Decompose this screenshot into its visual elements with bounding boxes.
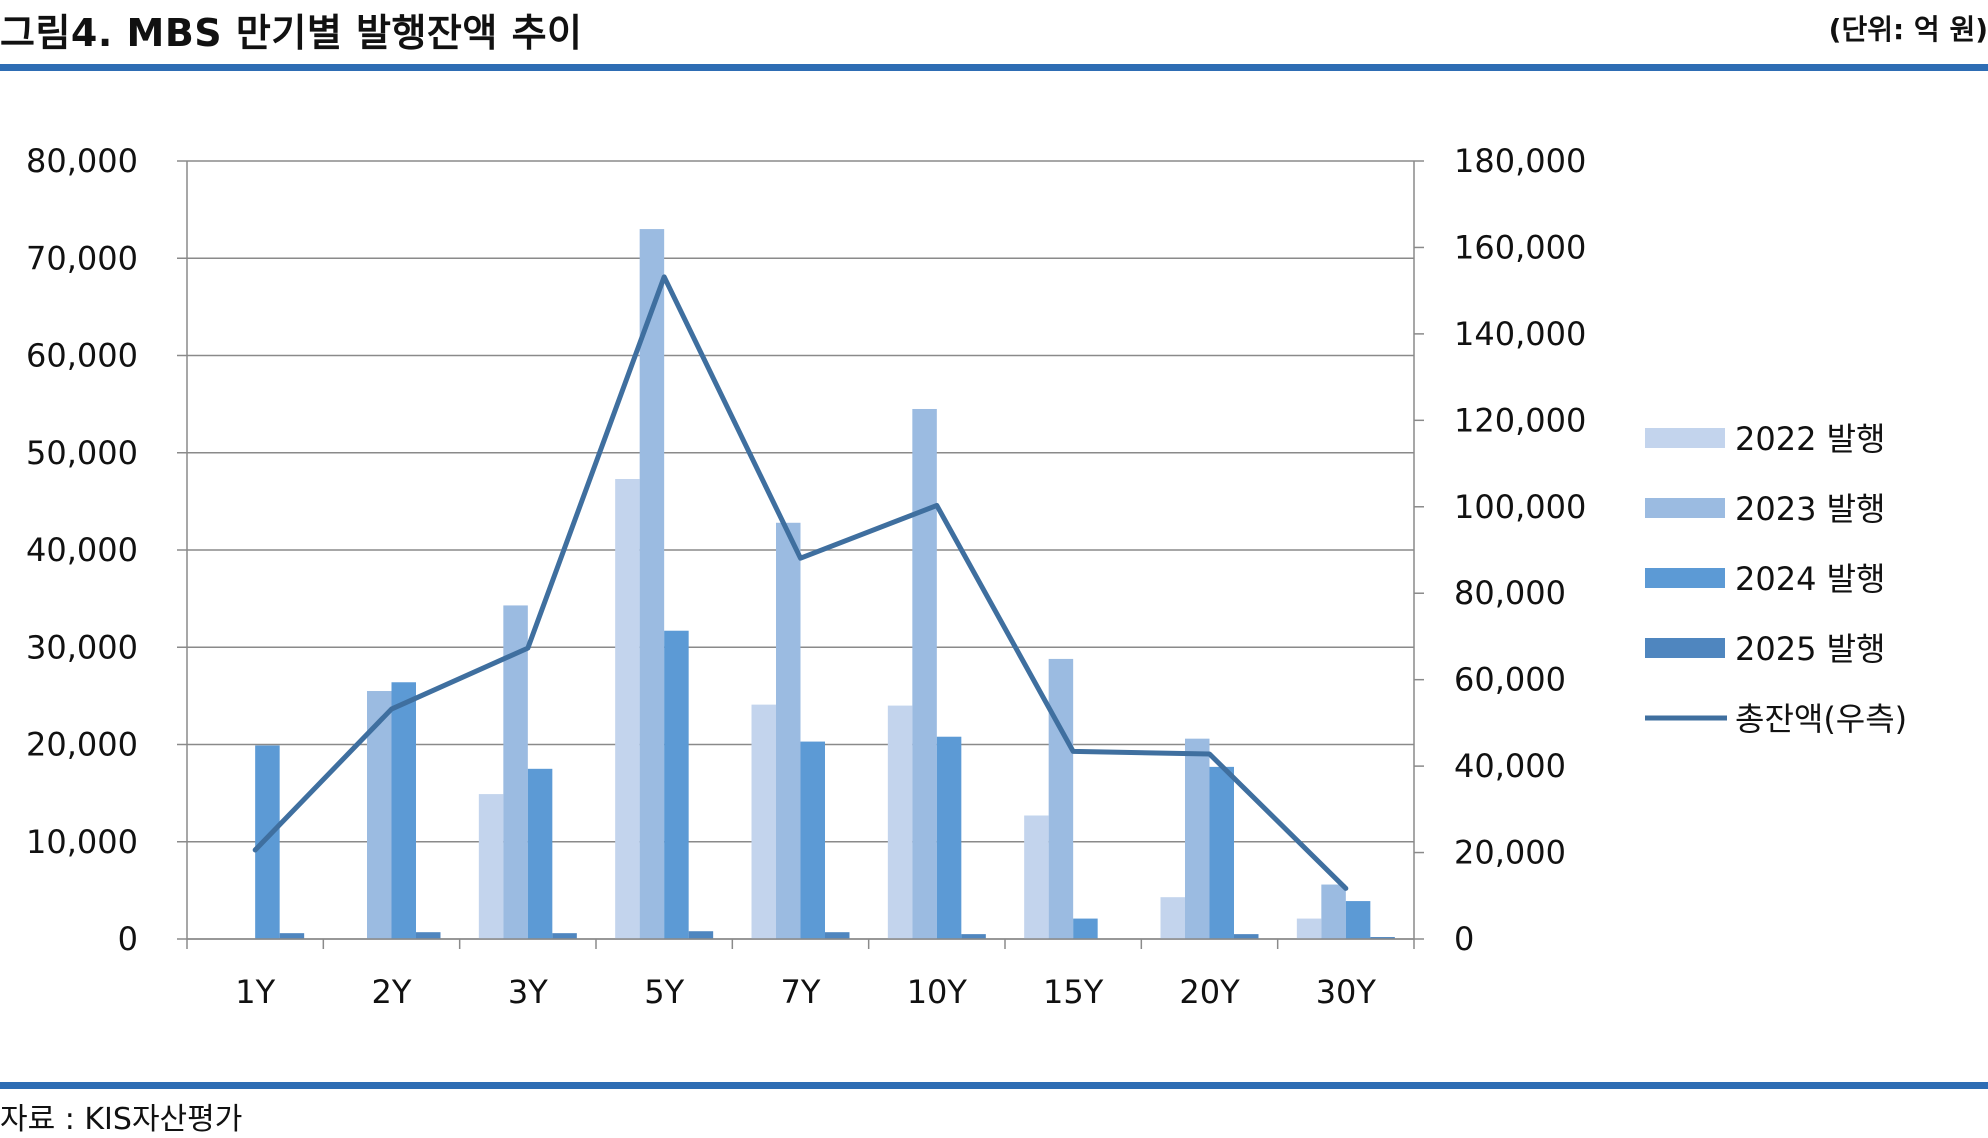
bar — [1210, 767, 1235, 939]
right-y-tick-label: 160,000 — [1454, 228, 1586, 266]
left-y-tick-label: 30,000 — [26, 628, 138, 666]
bar — [615, 479, 640, 939]
bar — [937, 737, 962, 939]
bar — [1346, 901, 1371, 939]
legend-label: 2023 발행 — [1735, 490, 1886, 528]
x-tick-label: 10Y — [907, 973, 968, 1011]
x-tick-label: 20Y — [1179, 973, 1240, 1011]
bar — [392, 682, 417, 939]
bar — [1161, 897, 1186, 939]
bar — [479, 794, 504, 939]
legend-swatch — [1645, 638, 1725, 658]
bottom-divider — [0, 1082, 1988, 1089]
x-tick-label: 3Y — [508, 973, 548, 1011]
right-y-tick-label: 100,000 — [1454, 488, 1586, 526]
bar — [528, 769, 553, 939]
right-y-tick-label: 0 — [1454, 920, 1474, 958]
left-y-tick-label: 60,000 — [26, 337, 138, 375]
left-y-tick-labels: 0 10,000 20,000 30,000 40,000 50,000 60,000 70,… — [26, 142, 138, 958]
x-tick-label: 30Y — [1316, 973, 1377, 1011]
legend-label: 2024 발행 — [1735, 560, 1886, 598]
left-y-tick-label: 50,000 — [26, 434, 138, 472]
bar — [1297, 919, 1322, 939]
legend-swatch — [1645, 498, 1725, 518]
x-tick-label: 1Y — [235, 973, 275, 1011]
bar — [416, 932, 441, 939]
bar — [664, 631, 689, 939]
x-tick-label: 7Y — [781, 973, 821, 1011]
bar — [825, 932, 850, 939]
bar — [1185, 739, 1210, 939]
legend-label: 2025 발행 — [1735, 630, 1886, 668]
bar — [280, 933, 305, 939]
legend-swatch — [1645, 568, 1725, 588]
bar — [689, 931, 714, 939]
right-y-tick-label: 40,000 — [1454, 747, 1566, 785]
left-y-tick-label: 0 — [118, 920, 138, 958]
bars — [255, 229, 1395, 939]
right-y-tick-label: 120,000 — [1454, 401, 1586, 439]
bar — [1049, 659, 1074, 939]
x-tick-label: 5Y — [644, 973, 684, 1011]
right-y-tick-label: 180,000 — [1454, 142, 1586, 180]
bar — [776, 523, 801, 939]
x-tick-label: 2Y — [372, 973, 412, 1011]
left-y-tick-label: 10,000 — [26, 823, 138, 861]
bar — [1073, 919, 1098, 939]
bar — [1024, 815, 1049, 939]
left-y-tick-label: 80,000 — [26, 142, 138, 180]
right-y-tick-labels: 0 20,000 40,000 60,000 80,000 100,000 120,000 1… — [1454, 142, 1586, 958]
legend-label: 총잔액(우측) — [1735, 700, 1907, 738]
source-note: 자료 : KIS자산평가 — [0, 1094, 242, 1138]
legend-label: 2022 발행 — [1735, 420, 1886, 458]
right-y-tick-label: 140,000 — [1454, 315, 1586, 353]
legend-swatch — [1645, 428, 1725, 448]
x-tick-labels: 1Y 2Y 3Y 5Y 7Y 10Y 15Y 20Y 30Y — [235, 973, 1376, 1011]
right-y-tick-label: 20,000 — [1454, 834, 1566, 872]
left-y-tick-label: 40,000 — [26, 531, 138, 569]
bar — [888, 706, 913, 939]
bar — [912, 409, 937, 939]
bar — [552, 933, 577, 939]
x-tick-label: 15Y — [1043, 973, 1104, 1011]
bar — [752, 705, 777, 939]
bar — [255, 745, 280, 939]
bar — [801, 742, 826, 939]
left-y-tick-label: 20,000 — [26, 726, 138, 764]
right-y-tick-label: 80,000 — [1454, 574, 1566, 612]
left-y-tick-label: 70,000 — [26, 239, 138, 277]
right-y-tick-label: 60,000 — [1454, 661, 1566, 699]
bar — [1321, 885, 1346, 939]
